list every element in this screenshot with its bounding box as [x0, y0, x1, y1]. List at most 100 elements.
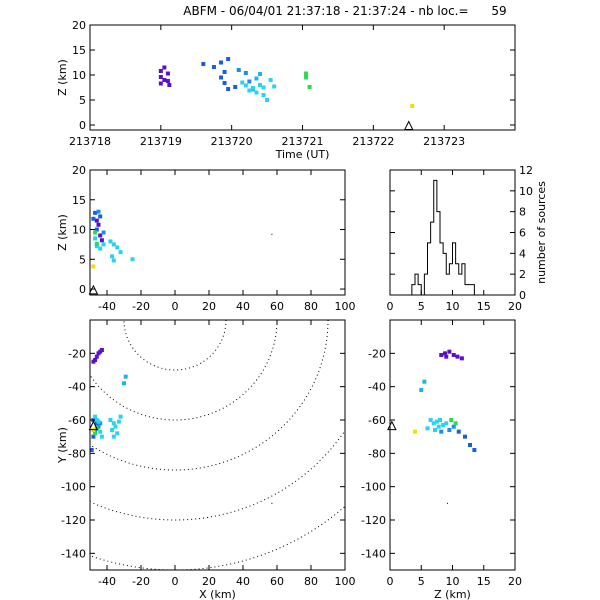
plot-frame [89, 24, 516, 131]
source-point [463, 434, 467, 439]
y-tick-label: 20 [72, 164, 86, 177]
source-point [425, 426, 430, 431]
source-point [158, 81, 163, 86]
source-point [443, 351, 447, 356]
x-tick-label: 15 [477, 300, 491, 313]
histogram-line [390, 179, 515, 296]
y-axis-label: Z (km) [56, 59, 69, 96]
y-tick-label: 0 [79, 283, 86, 296]
source-point [453, 421, 458, 426]
y-axis-label: number of sources [535, 181, 548, 284]
y-tick-label: -20 [68, 347, 86, 360]
source-point [271, 233, 273, 235]
source-point [428, 418, 433, 422]
source-point [91, 359, 96, 364]
x-tick-label: 40 [236, 575, 250, 588]
source-point [201, 62, 206, 66]
plot-frame [89, 319, 346, 571]
source-point [219, 75, 224, 80]
source-point [96, 209, 101, 214]
y-tick-label: -40 [368, 381, 386, 394]
source-point [101, 242, 106, 247]
source-point [444, 421, 449, 426]
source-point [472, 448, 477, 452]
x-tick-label: 60 [270, 300, 284, 313]
source-point [433, 428, 437, 432]
source-point [99, 434, 104, 439]
time-height-panel: 213718 213719 213720 213721 213722 213723 0 5 10… [56, 19, 516, 161]
y-tick-label: -100 [61, 481, 86, 494]
source-point [111, 258, 116, 263]
y-tick-label: 15 [72, 194, 86, 207]
source-point [130, 257, 135, 262]
y-tick-label: 0 [519, 289, 526, 302]
x-tick-label: 20 [202, 575, 216, 588]
source-point [110, 254, 115, 259]
source-point [250, 86, 255, 90]
source-point [254, 76, 259, 81]
source-point [410, 104, 415, 108]
source-point [96, 222, 101, 227]
x-tick-label: 0 [172, 575, 179, 588]
y-tick-label: 4 [519, 247, 526, 260]
source-point [268, 78, 273, 82]
source-point [304, 71, 309, 76]
source-point [101, 230, 106, 235]
source-point [94, 244, 99, 249]
source-point [93, 431, 98, 436]
source-point [91, 434, 96, 439]
x-tick-label: -20 [132, 300, 150, 313]
y-tick-label: -40 [68, 381, 86, 394]
source-point [108, 239, 113, 244]
source-point [449, 418, 454, 422]
x-tick-label: -20 [132, 575, 150, 588]
x-tick-label: -40 [98, 300, 116, 313]
source-point [115, 245, 120, 250]
source-point [419, 388, 424, 392]
x-tick-label: 10 [446, 575, 460, 588]
source-point [94, 354, 99, 359]
source-point [99, 348, 104, 352]
source-point [111, 242, 116, 247]
source-point [456, 429, 461, 434]
source-point [94, 241, 99, 246]
plot-frame [389, 169, 516, 296]
y-tick-label: -100 [361, 481, 386, 494]
x-tick-label: 5 [418, 300, 425, 313]
source-point [118, 414, 123, 419]
source-point [441, 423, 446, 427]
source-point [468, 443, 472, 447]
x-tick-label: 213718 [69, 135, 111, 148]
source-point [96, 419, 101, 424]
source-point [247, 79, 252, 84]
x-tick-label: 5 [418, 575, 425, 588]
y-tick-label: -140 [361, 547, 386, 560]
y-tick-label: -80 [68, 447, 86, 460]
source-point [307, 85, 312, 89]
source-point [108, 418, 113, 422]
source-point [439, 429, 444, 434]
x-tick-label: 213722 [352, 135, 394, 148]
source-point [116, 419, 121, 424]
source-point [165, 71, 170, 76]
source-point [158, 69, 163, 73]
y-tick-label: -120 [61, 514, 86, 527]
x-axis-label: X (km) [199, 588, 236, 600]
source-point [233, 85, 238, 89]
source-point [219, 60, 224, 65]
source-point [162, 65, 167, 70]
source-point [113, 424, 118, 429]
source-point [111, 434, 116, 439]
y-tick-label: -60 [368, 414, 386, 427]
source-point [261, 93, 266, 97]
source-point [93, 414, 98, 419]
source-point [94, 227, 99, 232]
y-axis-label: Y (km) [56, 427, 69, 464]
source-point [447, 428, 452, 432]
source-point [162, 78, 167, 82]
plan-view-panel: -40 -20 0 20 40 60 80 100 -140 -120 -100 -80 -60 -40 -… [56, 319, 356, 600]
station-marker [88, 420, 99, 431]
source-point [93, 236, 98, 241]
source-point [222, 81, 227, 85]
